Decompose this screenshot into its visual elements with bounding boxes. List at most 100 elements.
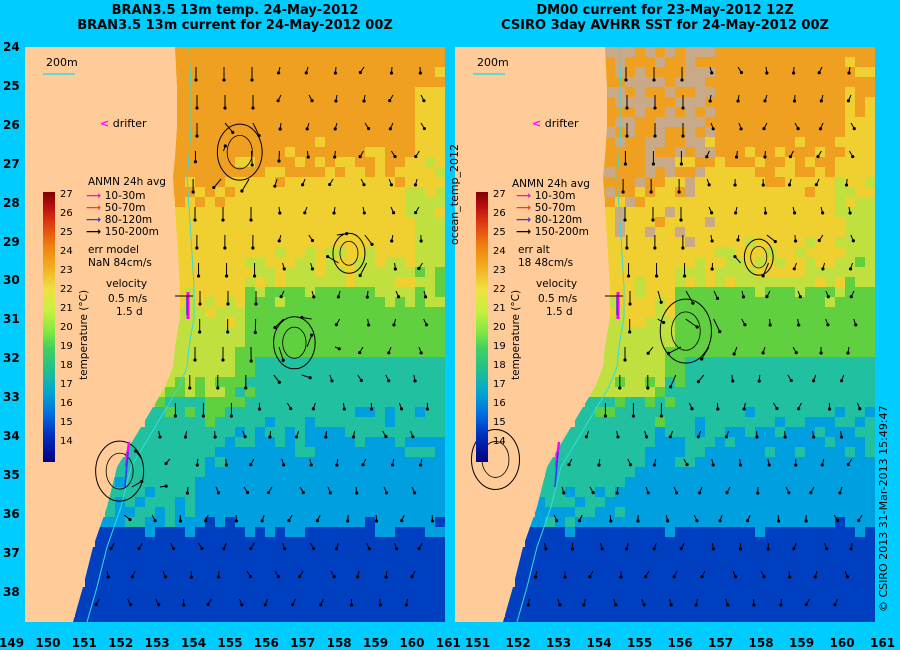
colorbar-tick-25: 25 [60, 227, 73, 238]
center-vertical-label: ocean_temp_2012 [448, 143, 461, 245]
drifter-icon: < [100, 117, 110, 130]
colorbar-tick-22: 22 [493, 284, 506, 295]
lat-tick-34: 34 [3, 429, 20, 443]
right-drifter-text: drifter [544, 117, 579, 130]
colorbar-tick-17: 17 [60, 379, 73, 390]
colorbar-tick-17: 17 [493, 379, 506, 390]
eddy-streamline [743, 238, 774, 276]
lon-tick-left-160: 160 [399, 636, 425, 650]
colorbar-tick-25: 25 [493, 227, 506, 238]
lon-tick-left-149: 149 [0, 636, 25, 650]
lon-tick-right-153: 153 [546, 636, 572, 650]
colorbar-tick-27: 27 [60, 189, 73, 200]
left-legend-title: ANMN 24h avg [88, 176, 166, 188]
lon-tick-right-161: 161 [870, 636, 896, 650]
right-title-line2: CSIRO 3day AVHRR SST for 24-May-2012 00Z [501, 18, 829, 33]
right-title: DM00 current for 23-May-2012 12Z CSIRO 3… [455, 3, 875, 33]
land-mass [25, 47, 180, 622]
lon-tick-right-159: 159 [789, 636, 815, 650]
lat-tick-25: 25 [3, 78, 20, 93]
legend-item: ⟶ 150-200m [86, 226, 159, 238]
colorbar-tick-19: 19 [493, 341, 506, 352]
legend-item: ⟶ 150-200m [516, 226, 589, 238]
colorbar-tick-18: 18 [493, 360, 506, 371]
colorbar-tick-21: 21 [493, 303, 506, 314]
lat-tick-36: 36 [3, 506, 20, 521]
lon-tick-left-157: 157 [290, 636, 316, 650]
lon-tick-right-155: 155 [627, 636, 653, 650]
legend-label: 10-30m [104, 190, 146, 202]
lat-tick-32: 32 [3, 351, 20, 366]
right-velocity-label: velocity [536, 278, 578, 290]
colorbar-tick-24: 24 [493, 246, 506, 257]
right-err-line2: 18 48cm/s [518, 257, 574, 269]
sst-field [65, 47, 445, 622]
right-err-line1: err alt [518, 244, 550, 256]
lon-tick-right-151: 151 [465, 636, 491, 650]
legend-label: 150-200m [104, 226, 159, 238]
legend-item: ⟶ 50-70m [86, 202, 145, 214]
lat-tick-30: 30 [3, 273, 20, 288]
legend-arrow-icon: ⟶ [516, 202, 535, 214]
lat-tick-31: 31 [3, 312, 20, 327]
legend-label: 80-120m [104, 214, 153, 226]
lat-tick-37: 37 [3, 545, 20, 560]
colorbar-tick-16: 16 [493, 398, 506, 409]
left-title-line1: BRAN3.5 13m temp. 24-May-2012 [111, 3, 359, 18]
shelf-contour [86, 47, 195, 622]
legend-label: 50-70m [104, 202, 146, 214]
drifter-icon: < [532, 117, 542, 130]
legend-arrow-icon: ⟶ [516, 214, 535, 226]
colorbar-tick-14: 14 [60, 436, 73, 447]
lat-tick-24: 24 [3, 40, 20, 54]
lon-tick-left-161: 161 [435, 636, 461, 650]
left-velocity-value: 0.5 m/s [108, 293, 148, 305]
colorbar-tick-20: 20 [60, 322, 73, 333]
lon-tick-right-158: 158 [748, 636, 774, 650]
lat-tick-27: 27 [3, 156, 20, 171]
colorbar-tick-27: 27 [493, 189, 506, 200]
current-vectors [471, 66, 863, 607]
right-map [455, 47, 875, 622]
legend-arrow-icon: ⟶ [516, 226, 535, 238]
legend-item: ⟶ 10-30m [516, 190, 575, 202]
left-velocity-label: velocity [106, 278, 148, 290]
colorbar-tick-26: 26 [60, 208, 73, 219]
colorbar-tick-24: 24 [60, 246, 73, 257]
lon-tick-left-155: 155 [217, 636, 243, 650]
lon-tick-left-156: 156 [253, 636, 279, 650]
lat-tick-26: 26 [3, 117, 20, 132]
right-colorbar [476, 192, 488, 462]
right-velocity-time: 1.5 d [546, 306, 573, 318]
eddy-streamline [659, 298, 712, 364]
left-title: BRAN3.5 13m temp. 24-May-2012 BRAN3.5 13… [25, 3, 445, 33]
colorbar-tick-21: 21 [60, 303, 73, 314]
right-map-svg [455, 47, 875, 622]
land-mass [455, 47, 610, 622]
lon-tick-left-150: 150 [35, 636, 61, 650]
legend-arrow-icon: ⟶ [516, 190, 535, 202]
legend-label: 50-70m [534, 202, 576, 214]
eddy-streamline [273, 316, 316, 370]
lon-tick-right-156: 156 [667, 636, 693, 650]
colorbar-tick-16: 16 [60, 398, 73, 409]
shelf-contour [516, 47, 625, 622]
colorbar-tick-15: 15 [493, 417, 506, 428]
right-legend-title: ANMN 24h avg [512, 178, 590, 190]
eddy-streamline [216, 123, 263, 181]
left-title-line2: BRAN3.5 13m current for 24-May-2012 00Z [77, 18, 393, 33]
legend-arrow-icon: ⟶ [86, 214, 105, 226]
eddy-streamline [95, 440, 145, 502]
legend-item: ⟶ 10-30m [86, 190, 145, 202]
lat-tick-33: 33 [3, 390, 20, 405]
left-velocity-time: 1.5 d [116, 306, 143, 318]
legend-arrow-icon: ⟶ [86, 190, 105, 202]
right-drifter-label: < drifter [532, 117, 579, 130]
current-vectors [94, 66, 434, 607]
colorbar-tick-23: 23 [60, 265, 73, 276]
right-velocity-value: 0.5 m/s [538, 293, 578, 305]
right-scale-label: 200m [477, 56, 509, 69]
lon-tick-left-159: 159 [363, 636, 389, 650]
lat-tick-29: 29 [3, 234, 20, 249]
legend-label: 10-30m [534, 190, 576, 202]
